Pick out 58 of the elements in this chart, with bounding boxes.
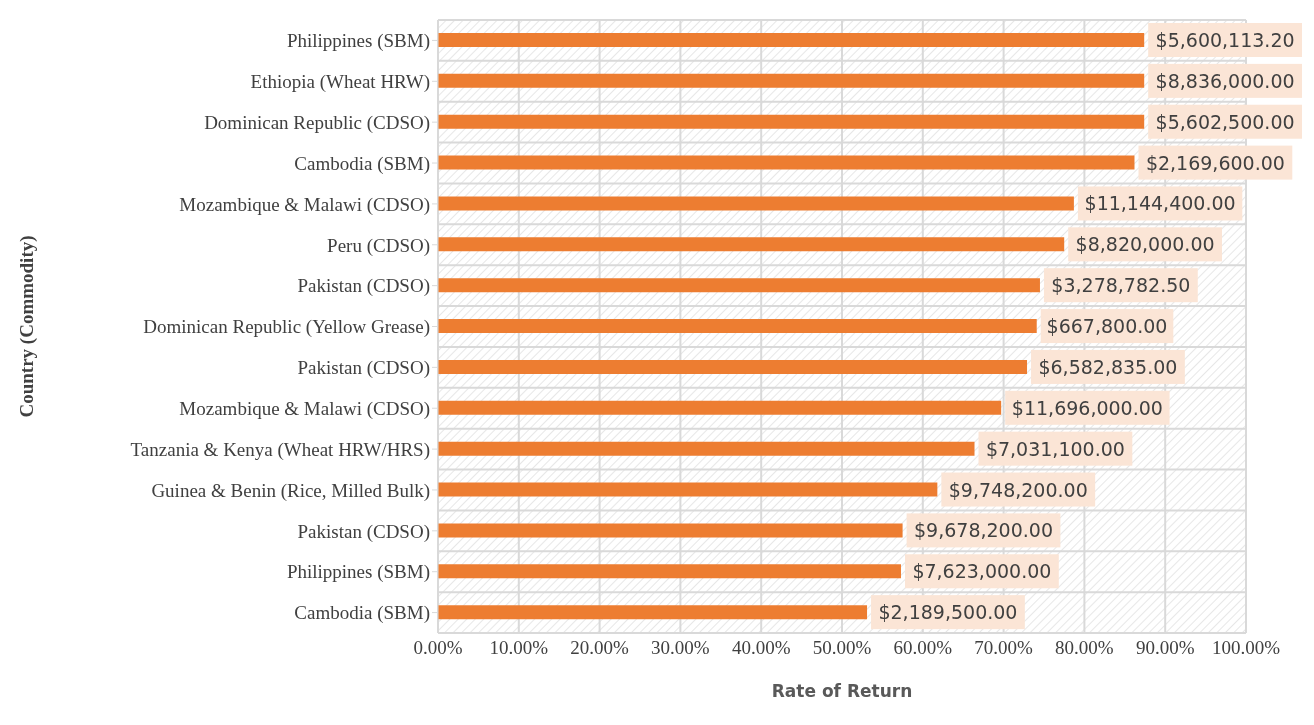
x-tick-label: 50.00% bbox=[812, 637, 872, 659]
bar bbox=[438, 400, 1002, 415]
bar bbox=[438, 319, 1037, 334]
y-tick-label: Guinea & Benin (Rice, Milled Bulk) bbox=[151, 479, 430, 502]
y-tick-label: Ethiopia (Wheat HRW) bbox=[250, 71, 430, 94]
annotation: $8,836,000.00 bbox=[1155, 69, 1295, 92]
y-tick-label: Peru (CDSO) bbox=[327, 234, 430, 257]
bar bbox=[438, 73, 1145, 88]
annotation: $2,169,600.00 bbox=[1145, 151, 1285, 174]
annotation: $11,144,400.00 bbox=[1084, 192, 1236, 215]
y-tick-label: Pakistan (CDSO) bbox=[297, 275, 430, 298]
annotation: $11,696,000.00 bbox=[1011, 396, 1163, 419]
y-tick-label: Mozambique & Malawi (CDSO) bbox=[179, 193, 430, 216]
annotation: $5,600,113.20 bbox=[1155, 29, 1295, 51]
bar bbox=[438, 237, 1065, 252]
bar bbox=[438, 523, 903, 538]
y-tick-label: Pakistan (CDSO) bbox=[297, 357, 430, 380]
x-tick-label: 70.00% bbox=[974, 637, 1034, 659]
y-tick-label: Cambodia (SBM) bbox=[294, 152, 430, 175]
y-tick-label: Tanzania & Kenya (Wheat HRW/HRS) bbox=[130, 438, 430, 461]
annotation: $667,800.00 bbox=[1046, 315, 1168, 338]
bar bbox=[438, 33, 1145, 47]
y-tick-label: Cambodia (SBM) bbox=[294, 602, 430, 625]
annotation: $9,748,200.00 bbox=[948, 478, 1088, 501]
y-tick-label: Mozambique & Malawi (CDSO) bbox=[179, 397, 430, 420]
bar bbox=[438, 155, 1135, 170]
bar bbox=[438, 278, 1040, 293]
annotation: $8,820,000.00 bbox=[1075, 233, 1215, 256]
x-tick-label: 100.00% bbox=[1211, 637, 1281, 659]
x-tick-label: 20.00% bbox=[570, 637, 630, 659]
annotation: $2,189,500.00 bbox=[878, 601, 1018, 624]
bar bbox=[438, 114, 1145, 129]
x-tick-label: 90.00% bbox=[1135, 637, 1195, 659]
x-tick-label: 30.00% bbox=[651, 637, 710, 659]
y-tick-label: Philippines (SBM) bbox=[286, 561, 430, 584]
x-tick-label: 10.00% bbox=[489, 637, 549, 659]
x-tick-label: 0.00% bbox=[413, 637, 463, 659]
y-tick-label: Philippines (SBM) bbox=[286, 30, 430, 53]
y-axis-title: Country (Commodity) bbox=[15, 235, 38, 418]
bar bbox=[438, 564, 901, 579]
annotation: $9,678,200.00 bbox=[913, 519, 1054, 542]
annotation: $3,278,782.50 bbox=[1051, 274, 1191, 297]
x-tick-label: 40.00% bbox=[731, 637, 791, 659]
annotation: $7,031,100.00 bbox=[985, 437, 1125, 460]
bar bbox=[438, 196, 1074, 211]
x-tick-label: 60.00% bbox=[893, 637, 953, 659]
x-axis-title: Rate of Return bbox=[771, 681, 913, 701]
bar bbox=[438, 359, 1028, 374]
bar bbox=[438, 605, 868, 620]
annotation: $5,602,500.00 bbox=[1155, 110, 1295, 133]
x-tick-label: 80.00% bbox=[1055, 637, 1114, 659]
y-tick-label: Pakistan (CDSO) bbox=[297, 520, 430, 543]
annotation: $6,582,835.00 bbox=[1038, 355, 1178, 378]
annotation: $7,623,000.00 bbox=[912, 560, 1052, 583]
bar bbox=[438, 482, 938, 497]
bar bbox=[438, 441, 975, 456]
y-tick-label: Dominican Republic (CDSO) bbox=[204, 111, 430, 134]
y-tick-label: Dominican Republic (Yellow Grease) bbox=[143, 316, 430, 339]
